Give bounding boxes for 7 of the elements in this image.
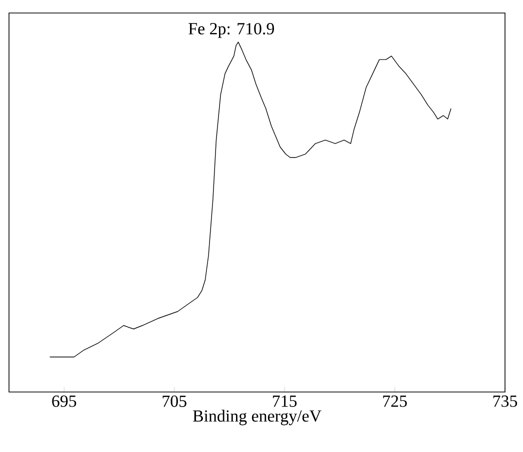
x-tick-label: 705 [162,396,186,407]
x-tick-label: 695 [52,396,76,407]
x-tick-label: 735 [493,396,518,407]
annotation: Fe 2p: 710.9 [188,22,274,38]
x-tick-label: 725 [383,396,407,407]
x-tick-label: 715 [272,396,297,407]
x-axis-title: Binding energy/eV [192,410,322,426]
